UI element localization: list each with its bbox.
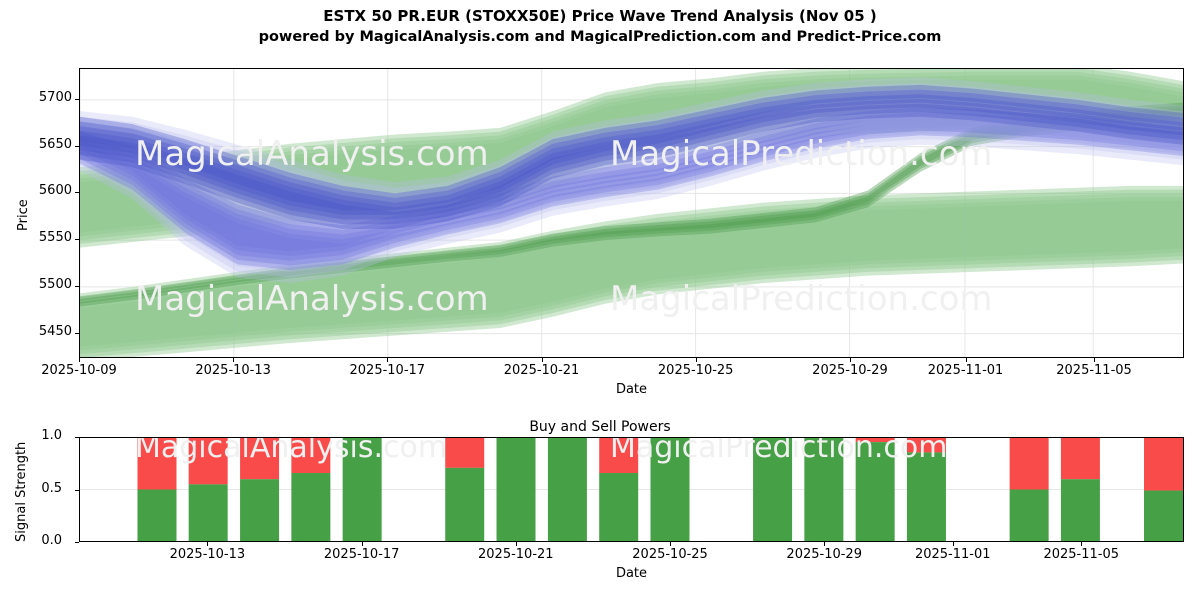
- price-y-tick-mark: [75, 192, 79, 194]
- power-chart-plot-area: MagicalAnalysis.com MagicalPrediction.com: [79, 437, 1184, 542]
- power-x-tick-label: 2025-11-05: [1043, 547, 1120, 562]
- price-x-tick-mark: [849, 358, 851, 362]
- price-y-tick-label: 5700: [38, 89, 72, 105]
- power-x-tick-label: 2025-10-29: [786, 547, 862, 562]
- power-x-tick-label: 2025-11-01: [914, 547, 991, 562]
- price-x-tick-mark: [79, 358, 80, 362]
- price-x-tick-label: 2025-10-09: [41, 363, 117, 378]
- price-x-tick-mark: [233, 358, 235, 362]
- power-y-axis-label: Signal Strength: [14, 441, 29, 542]
- page-subtitle: powered by MagicalAnalysis.com and Magic…: [258, 29, 942, 45]
- power-x-tick-mark: [207, 542, 209, 546]
- price-y-tick-label: 5500: [38, 276, 72, 292]
- price-x-tick-mark: [387, 358, 389, 362]
- price-x-tick-mark: [695, 358, 697, 362]
- power-y-tick-label: 0.0: [41, 533, 62, 548]
- power-x-tick-mark: [361, 542, 363, 546]
- power-x-tick-mark: [1081, 542, 1083, 546]
- power-y-tick-label: 1.0: [41, 428, 62, 443]
- power-y-tick-mark: [75, 542, 79, 543]
- power-x-tick-mark: [824, 542, 826, 546]
- price-y-tick-mark: [75, 145, 79, 147]
- price-x-tick-mark: [541, 358, 543, 362]
- price-y-tick-mark: [75, 332, 79, 334]
- power-x-tick-mark: [952, 542, 954, 546]
- price-x-tick-label: 2025-11-01: [927, 363, 1004, 378]
- power-x-tick-label: 2025-10-21: [478, 547, 554, 562]
- price-y-tick-label: 5450: [38, 323, 72, 339]
- price-x-tick-label: 2025-10-17: [349, 363, 426, 378]
- price-wave-svg: [80, 69, 1183, 357]
- power-x-tick-mark: [515, 542, 517, 546]
- title-block: ESTX 50 PR.EUR (STOXX50E) Price Wave Tre…: [0, 5, 1200, 48]
- price-y-tick-mark: [75, 98, 79, 100]
- price-y-tick-mark: [75, 239, 79, 241]
- power-x-tick-mark: [670, 542, 672, 546]
- price-y-tick-label: 5550: [38, 230, 72, 246]
- price-y-axis-label: Price: [16, 199, 31, 231]
- power-x-tick-label: 2025-10-25: [632, 547, 708, 562]
- price-y-tick-label: 5650: [38, 136, 72, 152]
- price-x-tick-label: 2025-11-05: [1056, 363, 1132, 378]
- price-x-tick-mark: [1094, 358, 1096, 362]
- buy-sell-bars-svg: [80, 438, 1183, 541]
- price-x-tick-label: 2025-10-29: [812, 363, 888, 378]
- power-x-tick-label: 2025-10-13: [169, 547, 246, 562]
- power-x-axis-label: Date: [615, 566, 648, 581]
- power-chart-title: Buy and Sell Powers: [529, 419, 671, 435]
- price-x-tick-label: 2025-10-25: [657, 363, 734, 378]
- power-y-tick-mark: [75, 489, 79, 491]
- power-x-tick-label: 2025-10-17: [323, 547, 400, 562]
- price-x-tick-label: 2025-10-13: [195, 363, 271, 378]
- price-chart-plot-area: MagicalAnalysis.com MagicalPrediction.com…: [79, 68, 1184, 358]
- price-y-tick-mark: [75, 285, 79, 287]
- price-y-tick-label: 5600: [38, 183, 72, 199]
- price-x-tick-label: 2025-10-21: [503, 363, 580, 378]
- price-x-tick-mark: [965, 358, 967, 362]
- power-y-tick-label: 0.5: [41, 480, 62, 496]
- power-y-tick-mark: [75, 437, 79, 438]
- page-title: ESTX 50 PR.EUR (STOXX50E) Price Wave Tre…: [323, 7, 877, 25]
- price-x-axis-label: Date: [615, 382, 648, 397]
